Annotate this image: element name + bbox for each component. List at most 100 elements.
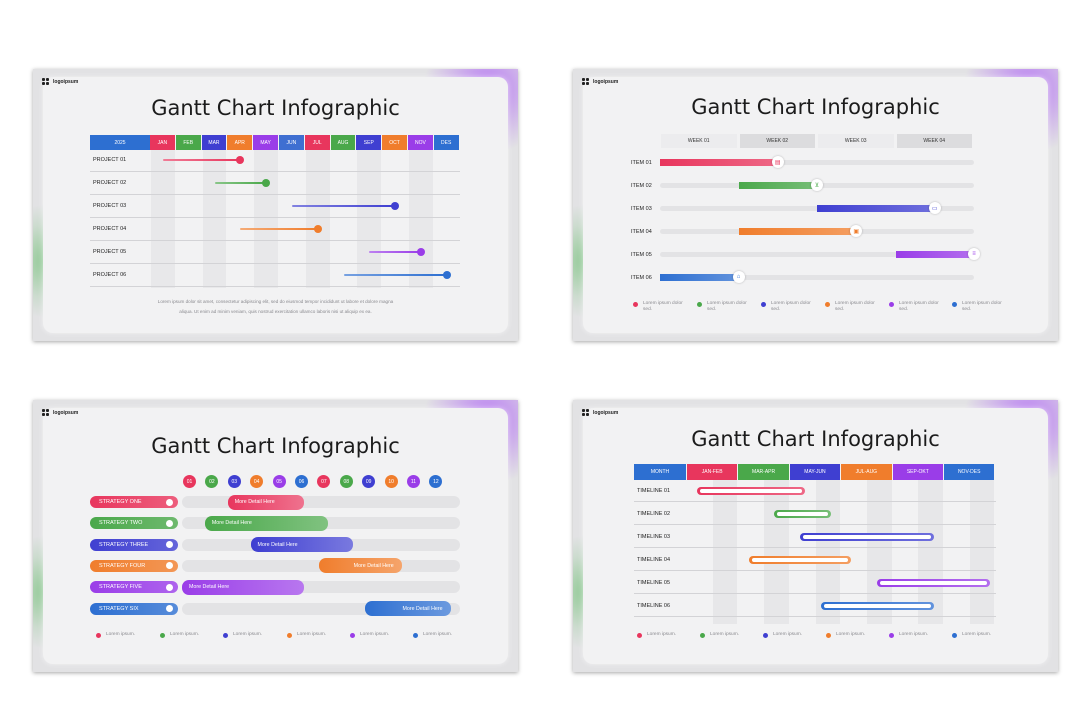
header-week-01: WEEK 01 [661, 134, 737, 148]
row-label: TIMELINE 05 [637, 580, 671, 586]
row-separator [634, 593, 996, 594]
strategy-label: STRATEGY FIVE [90, 581, 178, 594]
logo: logoipsum [42, 78, 78, 86]
header-month-jul: JUL [304, 135, 330, 150]
month-number-12: 12 [429, 475, 443, 488]
slide-weekly-gantt[interactable]: logoipsum Gantt Chart Infographic WEEK 0… [573, 69, 1058, 341]
toggle-knob[interactable] [166, 498, 173, 506]
timeline-bar-inner [751, 558, 849, 562]
timeline-bar [748, 556, 852, 564]
slide-strategy-gantt[interactable]: logoipsum Gantt Chart Infographic 01 02 03… [33, 400, 518, 672]
timeline-bar [820, 602, 934, 610]
header-nov-des: NOV-DES [944, 464, 995, 480]
row-label: TIMELINE 04 [637, 557, 671, 563]
gantt-bar-end-dot [236, 156, 245, 164]
logo: logoipsum [582, 409, 618, 417]
legend-item: Lorem ipsum. [637, 632, 697, 638]
row-separator [90, 171, 460, 172]
legend-item: Lorem ipsum. [160, 632, 220, 638]
month-number-03: 03 [227, 475, 241, 488]
gantt-bar-end-dot [416, 248, 425, 256]
gantt-bar-end-dot [262, 179, 271, 187]
header-month-des: DES [433, 135, 459, 150]
header-month-aug: AUG [330, 135, 356, 150]
gantt-bar [343, 274, 447, 276]
month-number-10: 10 [384, 475, 398, 488]
legend-item: Lorem ipsum. [952, 632, 1012, 638]
slide-title: Gantt Chart Infographic [691, 95, 940, 119]
legend-item: Lorem ipsum. [700, 632, 760, 638]
header-sep-okt: SEP-OKT [892, 464, 943, 480]
row-label: PROJECT 05 [93, 249, 127, 255]
strategy-bar: More Detail Here [204, 515, 329, 531]
legend-dot [413, 633, 418, 638]
slide-card [583, 77, 1048, 333]
slide-title: Gantt Chart Infographic [151, 96, 400, 120]
column-stripe [409, 150, 433, 288]
toggle-knob[interactable] [166, 519, 173, 527]
row-separator [634, 570, 996, 571]
toggle-knob[interactable] [166, 583, 173, 591]
row-label: PROJECT 02 [93, 180, 127, 186]
gantt-bar [291, 205, 396, 207]
row-label: ITEM 04 [631, 229, 652, 235]
month-number-06: 06 [295, 475, 308, 488]
legend-label: Lorem ipsum. [773, 632, 803, 637]
logo-mark-icon [582, 409, 590, 417]
logo-mark-icon [582, 78, 590, 86]
row-label: PROJECT 04 [93, 226, 127, 232]
strategy-label: STRATEGY ONE [90, 496, 178, 508]
header-month-apr: APR [227, 135, 253, 150]
legend-label: Lorem ipsum. [297, 632, 327, 637]
slide-timeline-gantt[interactable]: logoipsum Gantt Chart Infographic MONTH J… [573, 400, 1058, 672]
legend-dot [952, 302, 957, 307]
gantt-bar [369, 251, 421, 253]
money-icon: ▭ [928, 202, 941, 214]
row-label: TIMELINE 06 [637, 603, 671, 609]
legend-label: Lorem ipsum. [647, 632, 677, 637]
timeline-bar-inner [700, 489, 803, 493]
row-separator [634, 524, 996, 525]
gantt-bar-end-dot [442, 271, 451, 279]
legend-label: Lorem ipsum. [710, 632, 740, 637]
gantt-bar [214, 182, 267, 184]
column-stripe [202, 150, 227, 288]
gantt-chart: WEEK 01 WEEK 02 WEEK 03 WEEK 04 ITEM 01 ▤ ITEM… [573, 69, 1058, 341]
legend-dot [223, 633, 228, 638]
logo-mark-icon [42, 78, 50, 86]
header-month-jun: JUN [279, 135, 304, 150]
gantt-bar [240, 228, 318, 230]
slide-card [43, 408, 508, 664]
legend-label: Lorem ipsum. [423, 632, 453, 637]
column-stripe [815, 480, 841, 624]
cart-icon: ⊻ [811, 179, 823, 191]
legend-dot [160, 633, 165, 638]
toggle-knob[interactable] [166, 541, 173, 549]
row-label: ITEM 01 [631, 160, 652, 166]
strategy-label: STRATEGY FOUR [90, 559, 178, 572]
slide-title: Gantt Chart Infographic [691, 427, 940, 451]
toggle-knob[interactable] [166, 605, 173, 612]
legend-dot [952, 633, 957, 638]
month-number-05: 05 [272, 475, 286, 488]
timeline-bar-inner [803, 535, 931, 539]
legend-label: Lorem ipsum. [360, 632, 390, 637]
gantt-bar [162, 159, 241, 161]
timeline-bar-inner [880, 581, 988, 585]
header-month-oct: OCT [382, 135, 407, 150]
timeline-bar [800, 533, 934, 541]
database-icon: ≡ [968, 248, 980, 260]
row-separator [90, 240, 460, 241]
header-month-feb: FEB [175, 135, 201, 150]
legend-label: Lorem ipsum dolor sed. [899, 301, 939, 312]
strategy-label: STRATEGY THREE [90, 538, 178, 551]
row-separator [634, 547, 996, 548]
legend-dot [826, 633, 831, 638]
slide-project-gantt[interactable]: logoipsum Gantt Chart Infographic 2025 JA… [33, 69, 518, 341]
row-label: ITEM 03 [631, 206, 652, 212]
column-stripe [357, 150, 382, 288]
header-month-sep: SEP [356, 135, 382, 150]
toggle-knob[interactable] [166, 562, 173, 570]
timeline-bar-inner [823, 604, 931, 608]
legend-dot [761, 302, 766, 307]
